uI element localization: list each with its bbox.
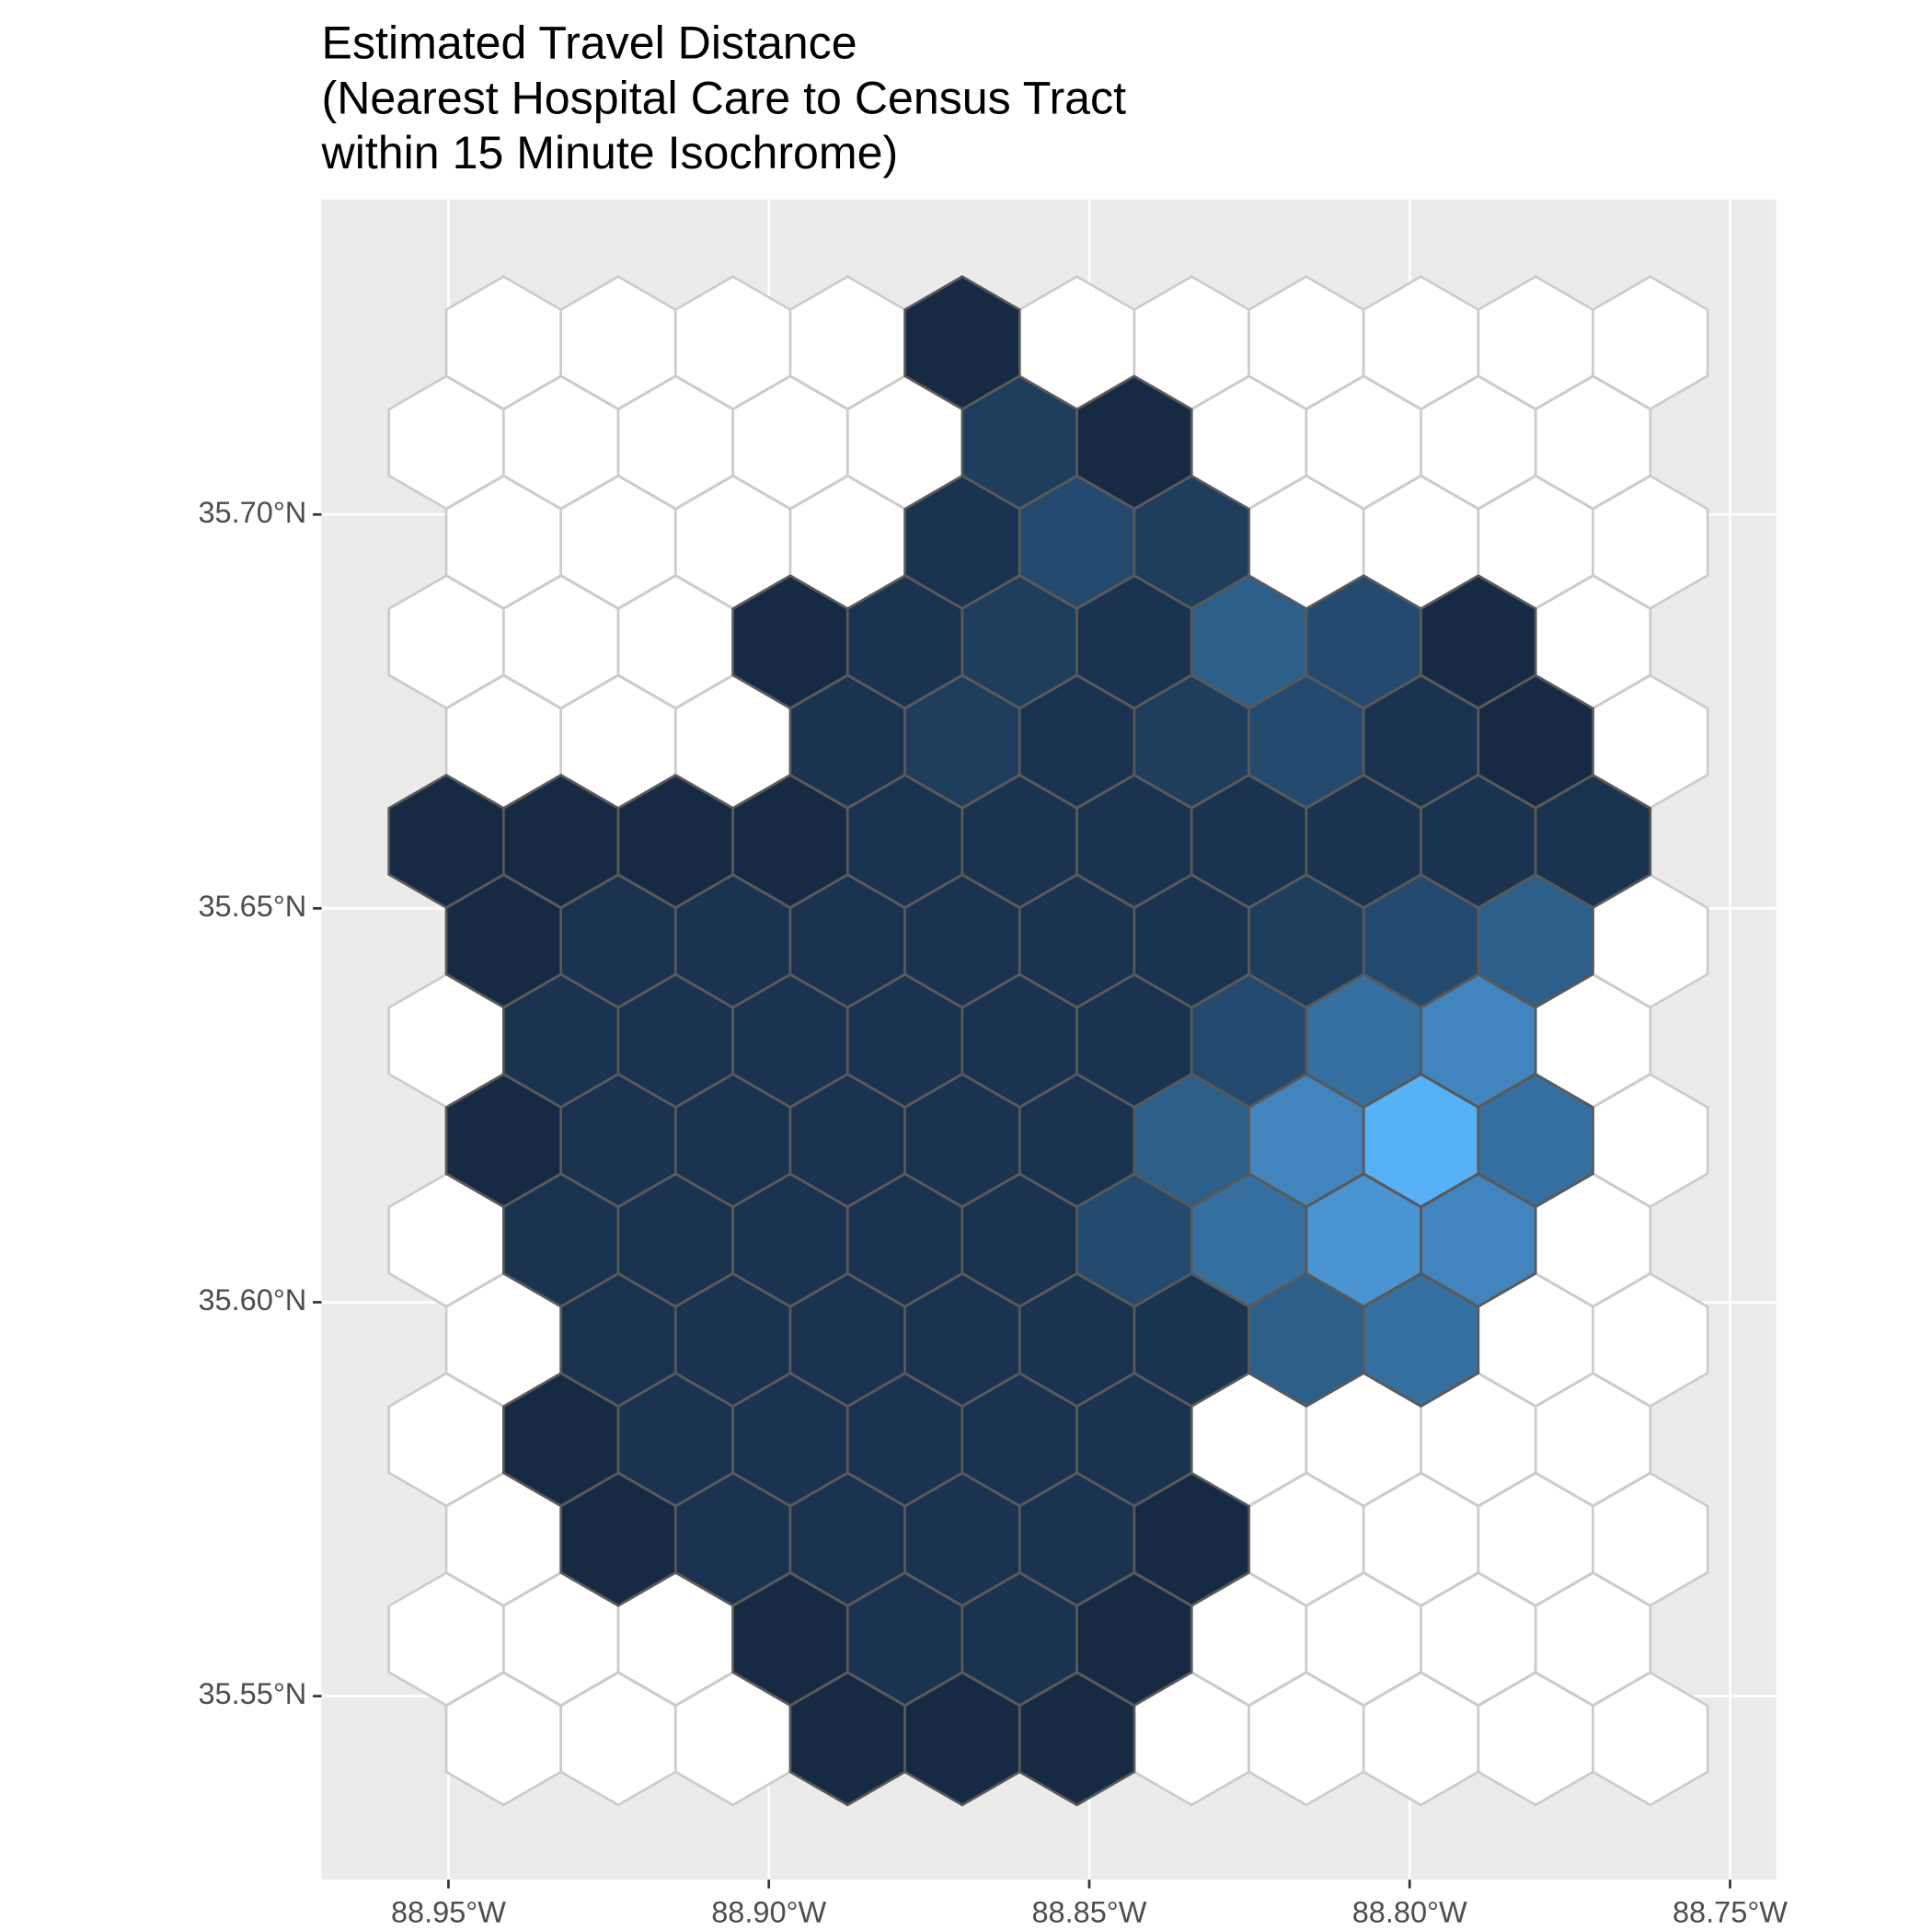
y-tick-label: 35.65°N	[198, 890, 306, 923]
y-tick-label: 35.55°N	[198, 1677, 306, 1710]
x-tick-label: 88.80°W	[1352, 1896, 1467, 1929]
hex-cell	[1018, 1671, 1136, 1807]
x-tick-label: 88.85°W	[1031, 1896, 1146, 1929]
x-tick-label: 88.75°W	[1673, 1896, 1788, 1929]
hex-cell	[1592, 1671, 1709, 1807]
chart-title: within 15 Minute Isochrome)	[321, 127, 899, 178]
chart-title: Estimated Travel Distance	[322, 17, 857, 69]
chart-title: (Nearest Hospital Care to Census Tract	[322, 72, 1127, 123]
x-tick-label: 88.90°W	[711, 1896, 826, 1929]
y-tick-label: 35.70°N	[198, 496, 306, 529]
x-tick-label: 88.95°W	[391, 1896, 506, 1929]
hex-cell	[1362, 1271, 1480, 1408]
y-tick-label: 35.60°N	[198, 1283, 306, 1317]
